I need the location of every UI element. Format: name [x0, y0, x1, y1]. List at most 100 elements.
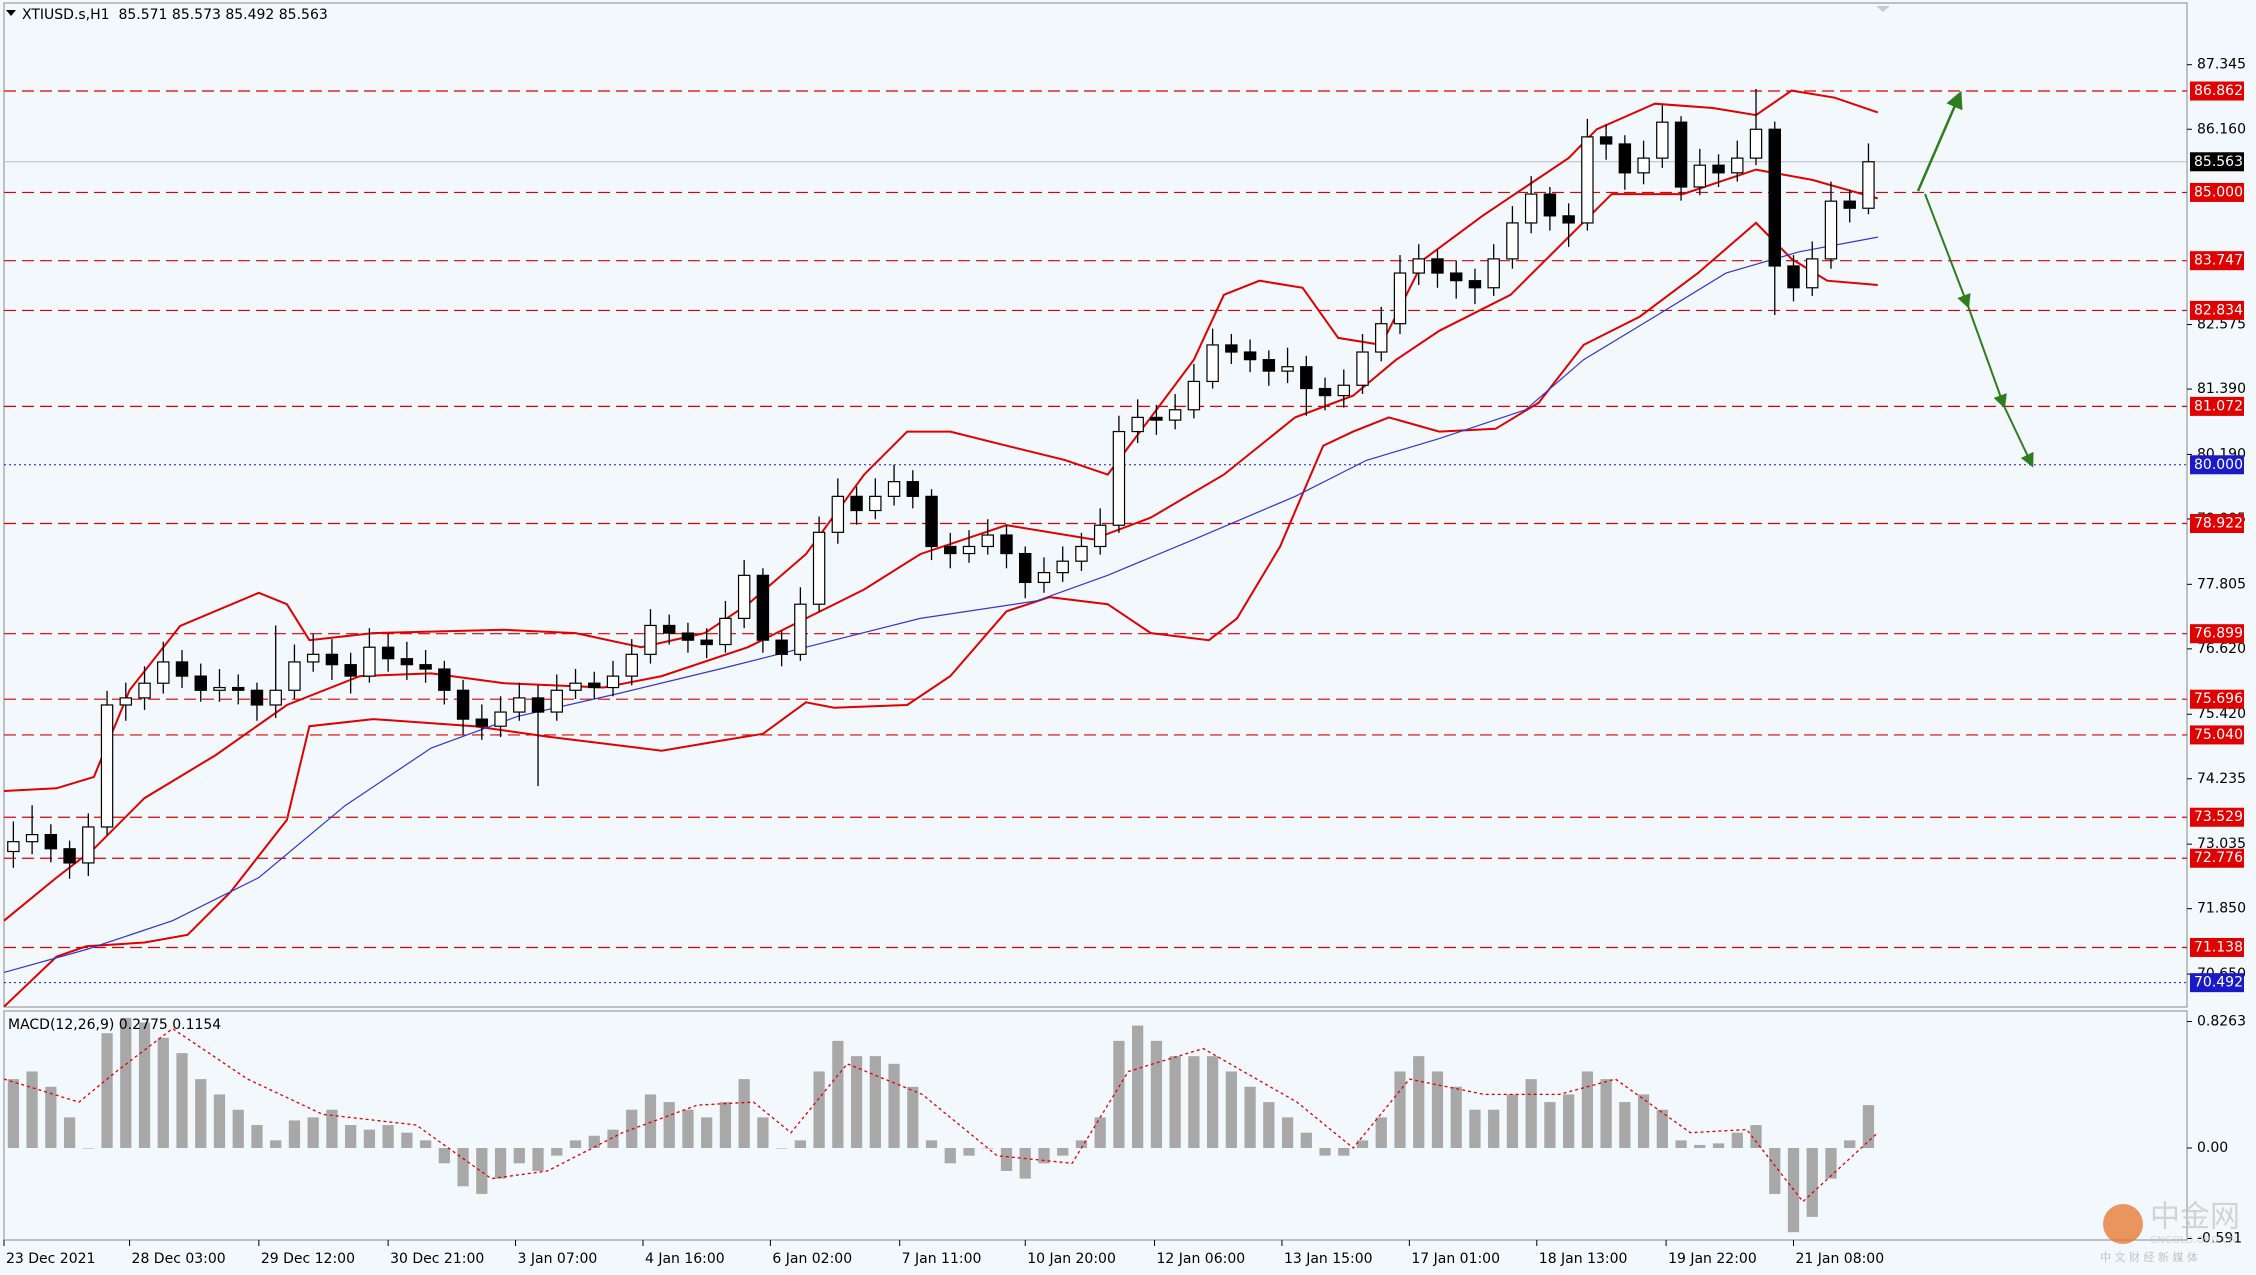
x-tick-label: 23 Dec 2021 [6, 1251, 95, 1267]
macd-histogram-bar [1338, 1148, 1350, 1156]
watermark-tagline: 中 文 财 经 新 媒 体 [2100, 1250, 2198, 1264]
candle-body [1075, 545, 1088, 562]
macd-histogram-bar [1563, 1094, 1575, 1149]
macd-histogram-bar [419, 1140, 432, 1149]
macd-histogram-bar [551, 1148, 563, 1156]
candle-body [1637, 157, 1650, 174]
macd-histogram-bar [1675, 1140, 1687, 1149]
macd-histogram-bar [1244, 1086, 1256, 1149]
candle-body [887, 481, 901, 497]
macd-histogram-bar [1750, 1125, 1762, 1149]
level-label-box [2190, 251, 2244, 271]
macd-histogram-bar [1094, 1117, 1106, 1149]
macd-histogram-bar [382, 1125, 394, 1149]
level-label: 71.138 [2194, 939, 2243, 955]
indicator-line [3, 236, 1878, 973]
candle-body [662, 624, 676, 634]
y-tick-label: 76.620 [2197, 641, 2246, 657]
candle-body [1300, 366, 1313, 390]
macd-histogram-bar [1113, 1040, 1125, 1149]
macd-y-tick-label: 0.8263 [2197, 1014, 2246, 1030]
candle-body [1449, 272, 1463, 282]
watermark-site: CNGOLD.ORG.CN [2150, 1235, 2237, 1246]
watermark: 中金网 CNGOLD.ORG.CN 中 文 财 经 新 媒 体 [2100, 1200, 2240, 1265]
candle-body [1581, 136, 1594, 224]
scenario-down-arrow [1967, 305, 2007, 409]
macd-histogram-bar [1825, 1148, 1837, 1179]
candle-body [1524, 193, 1538, 224]
level-label: 75.696 [2194, 691, 2243, 707]
x-tick-label: 3 Jan 07:00 [518, 1251, 598, 1267]
x-tick-label: 18 Jan 13:00 [1539, 1251, 1628, 1267]
y-tick-label: 73.035 [2197, 836, 2246, 852]
candle-body [1206, 344, 1219, 383]
y-tick-label: 82.575 [2197, 317, 2246, 333]
candle-body [400, 658, 414, 666]
candle-body [700, 639, 713, 646]
candle-body [588, 682, 601, 689]
candle-body [1506, 222, 1519, 260]
macd-histogram-bar [850, 1056, 863, 1149]
candle-body [100, 704, 114, 828]
candle-body [419, 664, 432, 670]
macd-histogram-bar [832, 1040, 844, 1149]
macd-histogram-bar [1263, 1102, 1275, 1149]
candle-body [1056, 560, 1069, 574]
macd-histogram-bar [1188, 1056, 1200, 1149]
macd-header: MACD(12,26,9) 0.2775 0.1154 [8, 1017, 221, 1033]
candle-body [494, 711, 507, 727]
macd-histogram-bar [682, 1109, 694, 1149]
macd-histogram-bar [1038, 1148, 1050, 1164]
macd-histogram-bar [888, 1063, 900, 1149]
x-tick-label: 19 Jan 22:00 [1668, 1251, 1757, 1267]
macd-histogram-bar [1844, 1140, 1856, 1149]
scenario-down-arrow [1924, 193, 1971, 309]
macd-histogram-bar [1694, 1144, 1706, 1149]
candle-body [1487, 258, 1500, 289]
candle-body [363, 646, 376, 677]
candle-body [1712, 164, 1725, 174]
y-tick-label: 71.850 [2197, 901, 2246, 917]
y-tick-label: 75.420 [2197, 706, 2246, 722]
macd-histogram-bar [1319, 1148, 1331, 1156]
price-pane [3, 2, 2188, 1008]
candle-body [1468, 280, 1482, 289]
candle-body [44, 834, 58, 850]
macd-histogram-bar [944, 1148, 956, 1164]
level-label-box [2190, 807, 2244, 827]
macd-histogram-bar [26, 1071, 38, 1149]
macd-histogram-bar [513, 1148, 525, 1164]
x-tick-label: 12 Jan 06:00 [1157, 1251, 1246, 1267]
level-label-box [2190, 624, 2244, 644]
macd-histogram-bar [363, 1129, 376, 1149]
candle-body [306, 653, 320, 663]
candle-body [1862, 161, 1875, 209]
level-label: 83.747 [2194, 253, 2243, 269]
level-label: 70.492 [2194, 975, 2243, 991]
level-label-box [2190, 725, 2244, 745]
macd-histogram-bar [63, 1117, 76, 1149]
candle-body [1749, 128, 1763, 159]
macd-histogram-bar [1413, 1056, 1425, 1149]
macd-histogram-bar [663, 1102, 675, 1149]
macd-y-tick-label: 0.00 [2197, 1140, 2228, 1156]
macd-histogram-bar [719, 1102, 732, 1149]
macd-histogram-bar [157, 1037, 169, 1149]
menu-triangle[interactable] [6, 10, 16, 16]
macd-histogram-bar [1525, 1079, 1537, 1149]
candle-body [232, 686, 245, 691]
candle-body [1187, 380, 1201, 411]
macd-histogram-bar [1075, 1140, 1088, 1149]
candle-body [1693, 164, 1707, 188]
x-tick-label: 17 Jan 01:00 [1411, 1251, 1500, 1267]
candle-body [1375, 323, 1388, 353]
macd-histogram-bar [869, 1056, 881, 1149]
candle-body [475, 718, 489, 727]
y-tick-label: 77.805 [2197, 576, 2246, 592]
macd-histogram-bar [1488, 1109, 1500, 1149]
level-label: 86.862 [2194, 83, 2243, 99]
candle-body [7, 841, 20, 853]
candle-body [288, 661, 301, 691]
candle-body [625, 653, 638, 677]
